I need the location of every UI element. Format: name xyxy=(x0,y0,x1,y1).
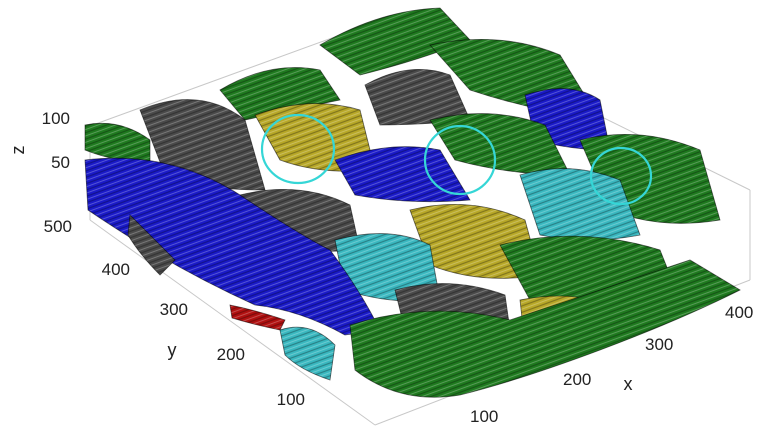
highlight-circle xyxy=(589,146,653,206)
z-axis-label: z xyxy=(8,146,28,155)
y-axis: 500 400 300 200 100 y xyxy=(44,217,305,409)
y-axis-label: y xyxy=(168,340,177,360)
y-tick-200: 200 xyxy=(217,345,245,364)
highlight-circle xyxy=(260,113,336,185)
fiber-bundles xyxy=(84,7,741,398)
y-tick-300: 300 xyxy=(160,300,188,319)
z-tick-100: 100 xyxy=(42,109,70,128)
x-tick-300: 300 xyxy=(645,335,673,354)
x-axis-label: x xyxy=(624,374,633,394)
fiber-texture xyxy=(254,103,376,172)
fiber-texture xyxy=(334,146,471,203)
highlight-circle xyxy=(423,124,497,196)
z-axis: 100 50 z xyxy=(8,109,70,172)
x-tick-200: 200 xyxy=(563,370,591,389)
z-tick-50: 50 xyxy=(51,153,70,172)
highlight-circles xyxy=(260,113,653,206)
y-tick-500: 500 xyxy=(44,217,72,236)
fiber-texture xyxy=(349,259,741,398)
x-axis: 100 200 300 400 x xyxy=(470,303,753,426)
y-tick-100: 100 xyxy=(277,390,305,409)
fiber-texture xyxy=(279,326,336,381)
fiber-texture xyxy=(127,214,176,276)
y-tick-400: 400 xyxy=(102,260,130,279)
x-tick-100: 100 xyxy=(470,407,498,426)
x-tick-400: 400 xyxy=(725,303,753,322)
fiber-texture xyxy=(319,7,471,76)
